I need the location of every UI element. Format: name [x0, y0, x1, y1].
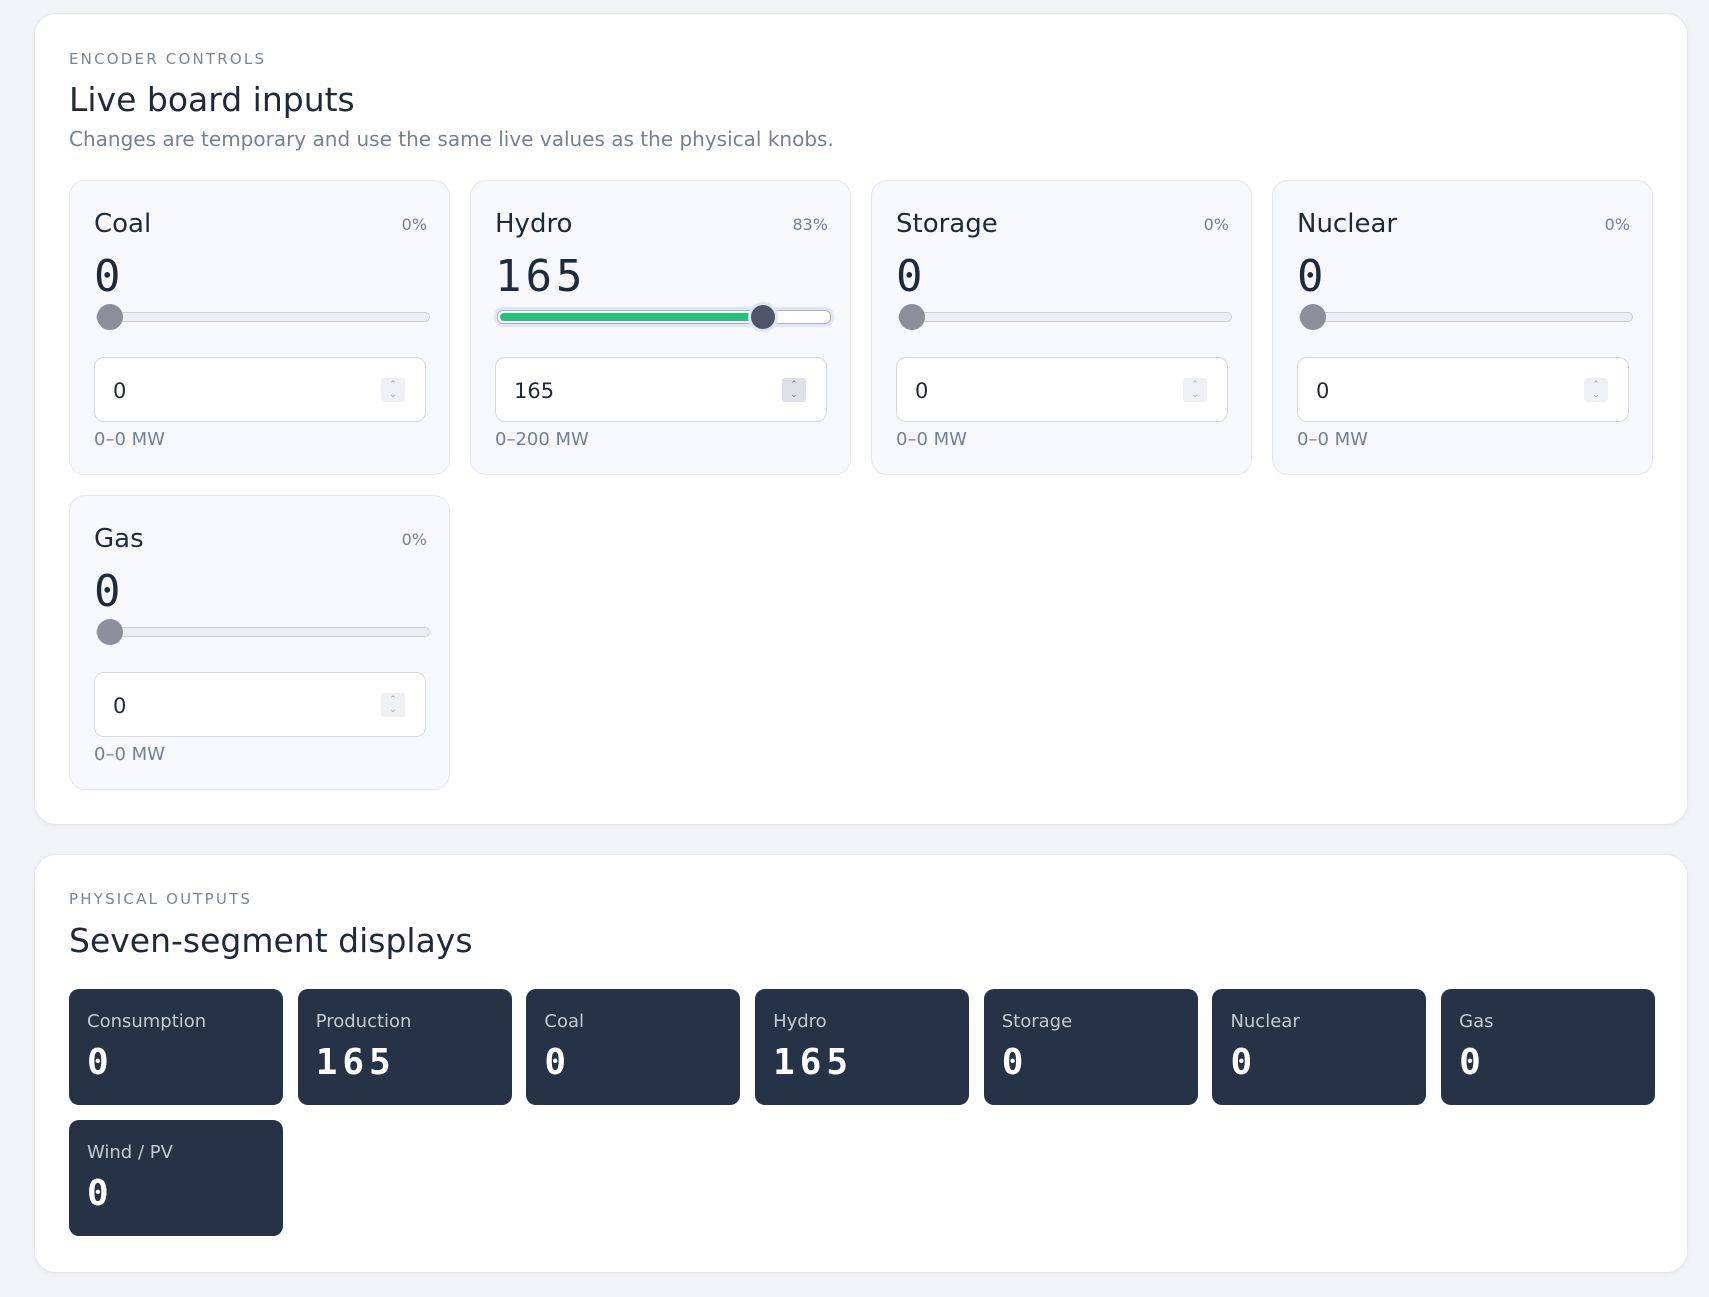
knob-slider[interactable] — [497, 302, 831, 332]
slider-thumb[interactable] — [899, 304, 925, 330]
knob-name: Nuclear — [1297, 209, 1398, 239]
knob-name: Storage — [896, 209, 998, 239]
knob-name: Gas — [94, 524, 144, 554]
display-gas: Gas 0 — [1441, 989, 1656, 1105]
display-value: 165 — [315, 1042, 396, 1083]
knob-card-nuclear: Nuclear 0% 0 0 ⌃ ⌄ 0–0 MW — [1272, 180, 1653, 475]
knob-percent: 0% — [401, 215, 427, 234]
knob-value: 0 — [94, 251, 125, 302]
display-grid: Consumption 0 Production 165 Coal 0 Hydr… — [69, 989, 1656, 1236]
knob-grid: Coal 0% 0 0 ⌃ ⌄ 0–0 MW Hydro 83% 165 165 — [69, 180, 1655, 790]
knob-name: Coal — [94, 209, 152, 239]
section-title: Seven-segment displays — [69, 921, 473, 960]
display-storage: Storage 0 — [983, 989, 1198, 1105]
section-subtitle: Changes are temporary and use the same l… — [69, 127, 834, 151]
knob-percent: 0% — [1604, 215, 1630, 234]
knob-slider[interactable] — [1299, 304, 1633, 330]
stepper-icon[interactable]: ⌃ ⌄ — [1183, 378, 1207, 402]
section-eyebrow: PHYSICAL OUTPUTS — [69, 890, 253, 908]
knob-card-storage: Storage 0% 0 0 ⌃ ⌄ 0–0 MW — [871, 180, 1252, 475]
knob-percent: 83% — [792, 215, 828, 234]
knob-name: Hydro — [495, 209, 573, 239]
display-label: Coal — [544, 1011, 584, 1032]
display-hydro: Hydro 165 — [755, 989, 970, 1105]
knob-input-value: 165 — [514, 379, 555, 403]
display-label: Wind / PV — [87, 1142, 173, 1163]
knob-number-input[interactable]: 0 ⌃ ⌄ — [1297, 357, 1629, 422]
knob-card-hydro: Hydro 83% 165 165 ⌃ ⌄ 0–200 MW — [470, 180, 851, 475]
knob-value: 0 — [94, 566, 125, 617]
slider-thumb[interactable] — [1300, 304, 1326, 330]
physical-outputs-card: PHYSICAL OUTPUTS Seven-segment displays … — [34, 854, 1688, 1273]
knob-slider[interactable] — [96, 619, 430, 645]
section-title: Live board inputs — [69, 80, 355, 119]
display-value: 165 — [773, 1042, 854, 1083]
display-label: Consumption — [87, 1011, 207, 1032]
display-label: Nuclear — [1230, 1011, 1300, 1032]
knob-number-input[interactable]: 165 ⌃ ⌄ — [495, 357, 827, 422]
knob-input-value: 0 — [1316, 379, 1330, 403]
knob-slider[interactable] — [96, 304, 430, 330]
knob-input-value: 0 — [915, 379, 929, 403]
stepper-icon[interactable]: ⌃ ⌄ — [1584, 378, 1608, 402]
display-label: Gas — [1459, 1011, 1494, 1032]
stepper-icon[interactable]: ⌃ ⌄ — [381, 693, 405, 717]
knob-card-coal: Coal 0% 0 0 ⌃ ⌄ 0–0 MW — [69, 180, 450, 475]
display-production: Production 165 — [297, 989, 512, 1105]
slider-thumb[interactable] — [97, 304, 123, 330]
knob-slider[interactable] — [898, 304, 1232, 330]
display-value: 0 — [87, 1042, 114, 1083]
knob-range: 0–0 MW — [1297, 429, 1368, 450]
knob-value: 0 — [1297, 251, 1328, 302]
knob-value: 165 — [495, 251, 587, 302]
display-value: 0 — [544, 1042, 572, 1083]
knob-number-input[interactable]: 0 ⌃ ⌄ — [896, 357, 1228, 422]
knob-number-input[interactable]: 0 ⌃ ⌄ — [94, 672, 426, 737]
knob-percent: 0% — [1203, 215, 1229, 234]
display-value: 0 — [1001, 1042, 1029, 1083]
display-value: 0 — [1230, 1042, 1258, 1083]
display-value: 0 — [1459, 1042, 1486, 1083]
display-label: Hydro — [773, 1011, 827, 1032]
display-wind-pv: Wind / PV 0 — [69, 1120, 283, 1236]
display-value: 0 — [87, 1173, 114, 1214]
knob-input-value: 0 — [113, 379, 127, 403]
knob-input-value: 0 — [113, 694, 127, 718]
stepper-icon[interactable]: ⌃ ⌄ — [381, 378, 405, 402]
section-eyebrow: ENCODER CONTROLS — [69, 50, 267, 68]
display-consumption: Consumption 0 — [69, 989, 283, 1105]
knob-value: 0 — [896, 251, 927, 302]
stepper-icon[interactable]: ⌃ ⌄ — [782, 378, 806, 402]
slider-thumb[interactable] — [748, 302, 779, 332]
knob-range: 0–200 MW — [495, 429, 589, 450]
knob-range: 0–0 MW — [94, 744, 165, 765]
knob-card-gas: Gas 0% 0 0 ⌃ ⌄ 0–0 MW — [69, 495, 450, 790]
display-label: Production — [315, 1011, 412, 1032]
knob-range: 0–0 MW — [896, 429, 967, 450]
encoder-controls-card: ENCODER CONTROLS Live board inputs Chang… — [34, 13, 1688, 825]
display-coal: Coal 0 — [526, 989, 741, 1105]
knob-percent: 0% — [401, 530, 427, 549]
slider-thumb[interactable] — [97, 619, 123, 645]
knob-range: 0–0 MW — [94, 429, 165, 450]
slider-fill — [500, 313, 764, 321]
display-nuclear: Nuclear 0 — [1212, 989, 1427, 1105]
display-label: Storage — [1001, 1011, 1073, 1032]
knob-number-input[interactable]: 0 ⌃ ⌄ — [94, 357, 426, 422]
